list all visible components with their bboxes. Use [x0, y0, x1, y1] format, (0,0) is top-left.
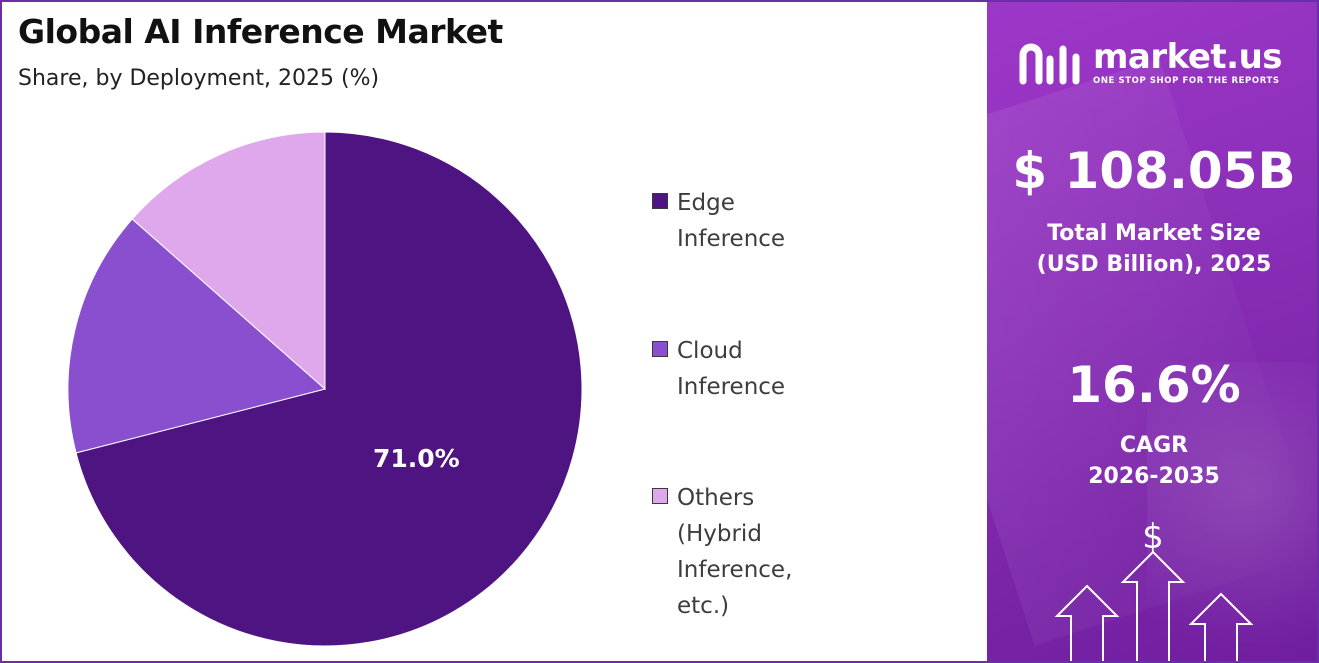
brand-tagline: ONE STOP SHOP FOR THE REPORTS: [1093, 76, 1280, 86]
legend-swatch: [652, 341, 668, 357]
legend-item-others: Others (Hybrid Inference, etc.): [652, 480, 792, 624]
summary-panel: market.us ONE STOP SHOP FOR THE REPORTS …: [987, 2, 1317, 661]
chart-panel: Global AI Inference Market Share, by Dep…: [2, 2, 987, 661]
legend-label: Others (Hybrid Inference, etc.): [677, 485, 793, 619]
legend-item-cloud-inference: Cloud Inference: [652, 333, 785, 405]
pie-chart: 71.0%: [67, 131, 583, 647]
chart-subtitle: Share, by Deployment, 2025 (%): [18, 66, 380, 91]
pie-slice-edge-inference: [75, 131, 583, 647]
legend-label: Edge Inference: [677, 190, 786, 252]
pie-slice-cloud-inference: [67, 218, 327, 454]
legend-label: Cloud Inference: [677, 338, 786, 400]
panel-glow: [1147, 362, 1317, 661]
chart-title: Global AI Inference Market: [18, 12, 503, 51]
legend-item-edge-inference: Edge Inference: [652, 185, 785, 257]
dollar-sign-icon: $: [1142, 517, 1164, 557]
legend-swatch: [652, 193, 668, 209]
market-size-value: $ 108.05B: [1012, 142, 1296, 200]
brand-name: market.us: [1093, 37, 1283, 77]
cagr-value: 16.6%: [1067, 356, 1241, 414]
pie-data-label: 71.0%: [373, 444, 460, 473]
market-us-logo-icon: [1019, 43, 1080, 85]
brand-logo: market.us ONE STOP SHOP FOR THE REPORTS: [1017, 37, 1283, 86]
cagr-label: CAGR 2026-2035: [1088, 433, 1220, 489]
growth-arrows-icon: $: [1054, 517, 1254, 661]
legend-swatch: [652, 488, 668, 504]
market-size-label: Total Market Size (USD Billion), 2025: [1036, 221, 1272, 277]
pie-slice-others: [131, 131, 326, 391]
